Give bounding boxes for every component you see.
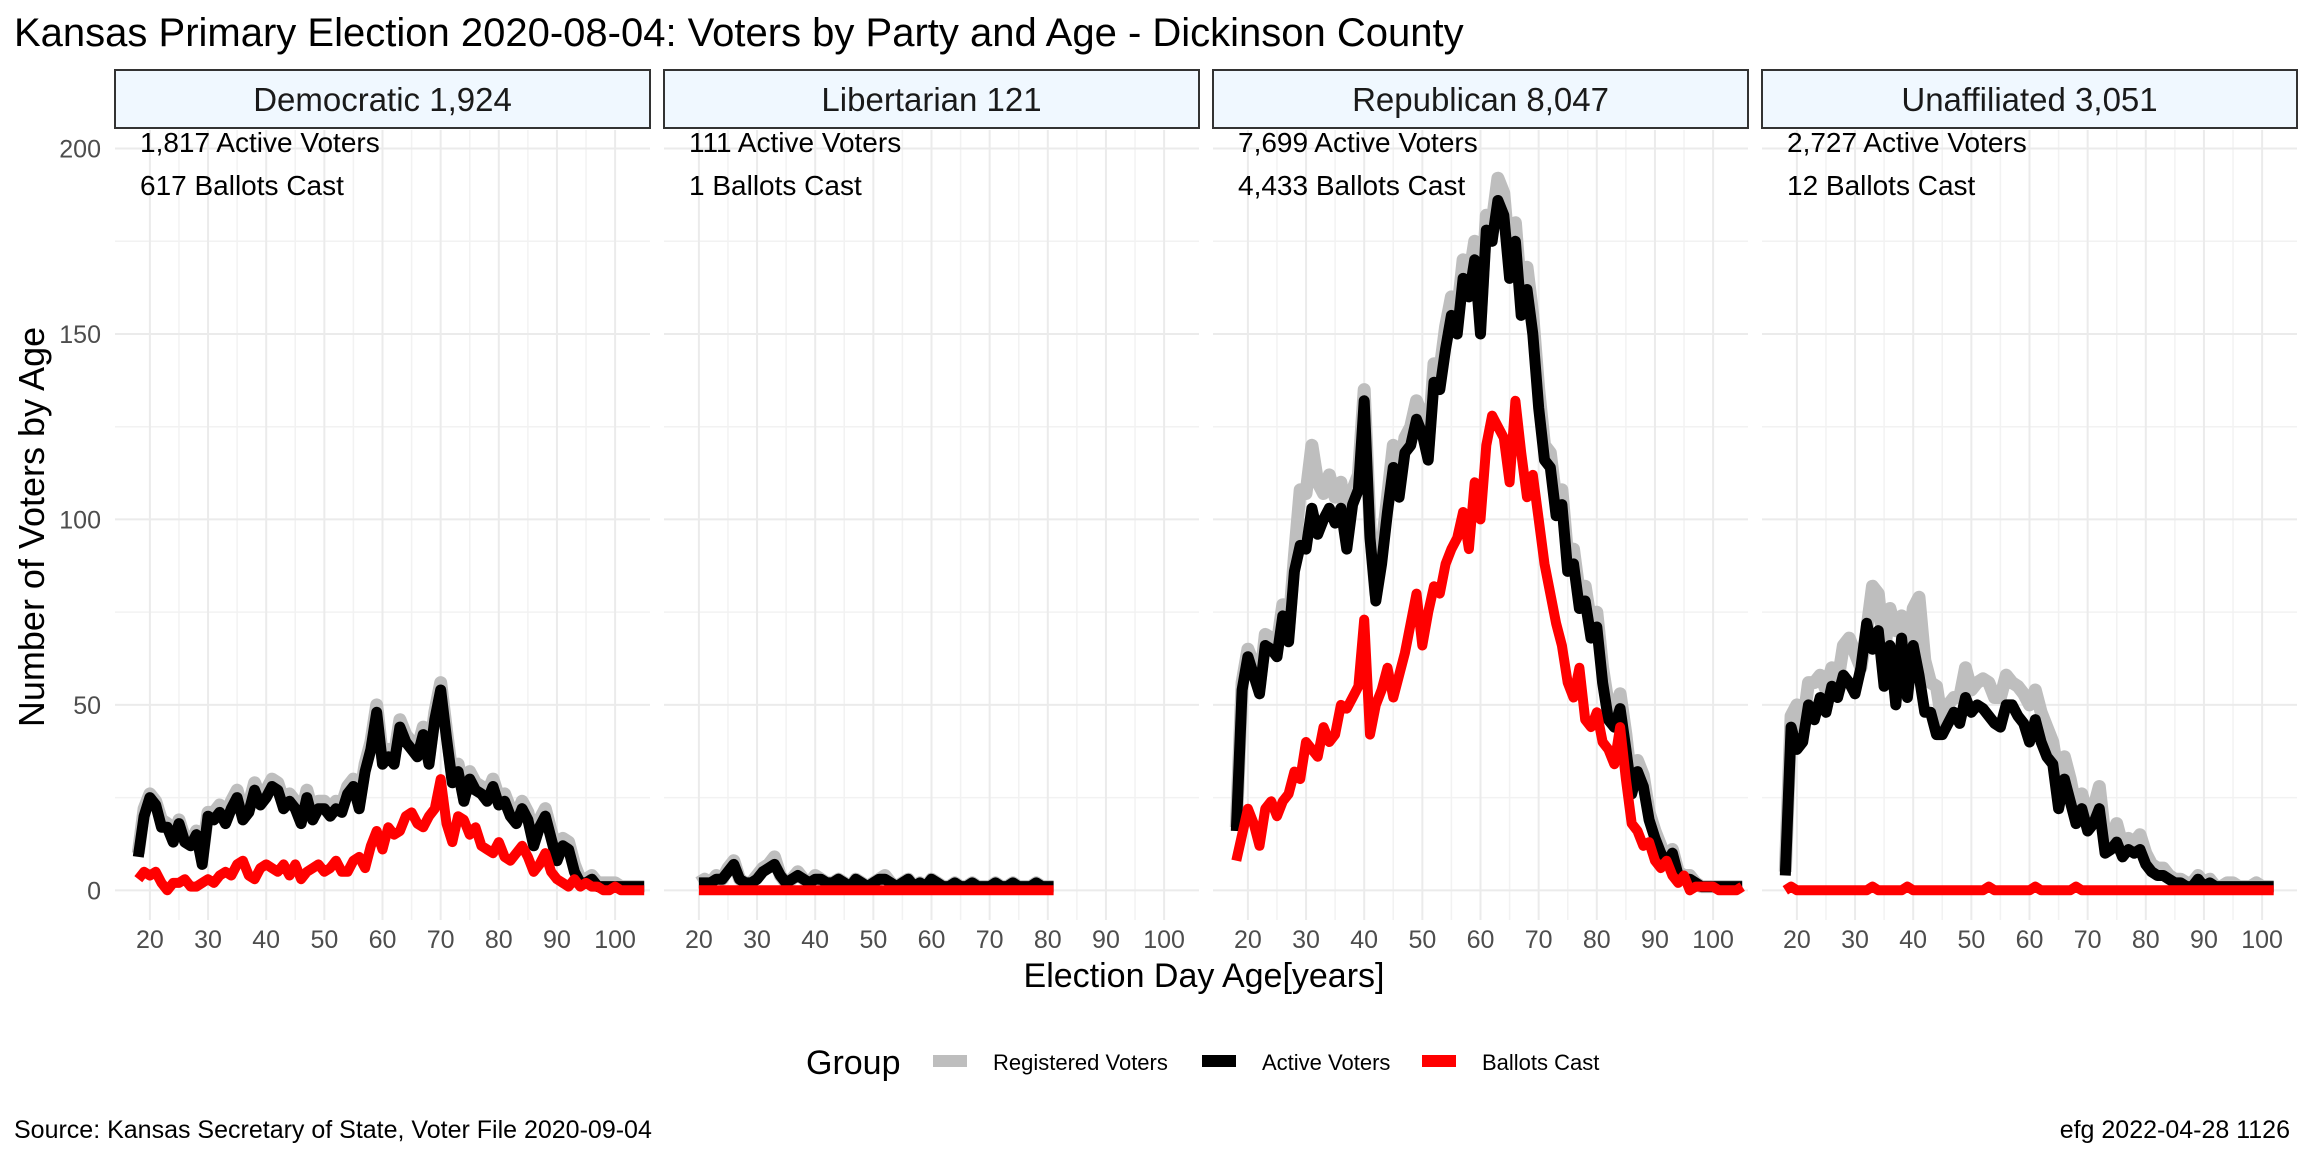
- legend-label: Ballots Cast: [1482, 1050, 1599, 1075]
- facet-strip-label: Democratic 1,924: [253, 81, 512, 118]
- facet-panel: Unaffiliated 3,051 20 30 40 50 60 70 80 90 100 2,7…: [1761, 69, 2298, 954]
- x-tick-label: 90: [1641, 926, 1669, 954]
- x-tick-label: 80: [1583, 926, 1611, 954]
- facet-strip-label: Libertarian 121: [821, 81, 1041, 118]
- x-tick-label: 20: [1234, 926, 1262, 954]
- facet-annotation: 1,817 Active Voters: [140, 127, 380, 158]
- chart-title: Kansas Primary Election 2020-08-04: Vote…: [14, 11, 1464, 55]
- series-line-ballots-cast: [134, 774, 645, 896]
- legend-label: Active Voters: [1262, 1050, 1390, 1075]
- x-tick-label: 30: [743, 926, 771, 954]
- facet-strip: [114, 69, 651, 129]
- x-tick-label: 80: [2132, 926, 2160, 954]
- x-tick-label: 90: [1092, 926, 1120, 954]
- legend-title: Group: [806, 1044, 901, 1082]
- x-tick-label: 50: [1408, 926, 1436, 954]
- facet-annotation: 12 Ballots Cast: [1787, 170, 1976, 201]
- x-tick-label: 100: [1143, 926, 1185, 954]
- facet-annotation: 617 Ballots Cast: [140, 170, 344, 201]
- x-tick-label: 70: [1525, 926, 1553, 954]
- facet-annotation: 4,433 Ballots Cast: [1238, 170, 1465, 201]
- y-axis-label: Number of Voters by Age: [11, 327, 52, 727]
- author-caption: efg 2022-04-28 1126: [2060, 1116, 2290, 1144]
- facet-annotation: 111 Active Voters: [689, 127, 901, 158]
- x-tick-label: 20: [1783, 926, 1811, 954]
- x-tick-label: 50: [859, 926, 887, 954]
- facet-strip-label: Unaffiliated 3,051: [1901, 81, 2157, 118]
- y-tick-label: 150: [59, 321, 101, 349]
- series-line-active-voters: [132, 684, 645, 893]
- source-caption: Source: Kansas Secretary of State, Voter…: [14, 1116, 652, 1144]
- x-tick-label: 20: [136, 926, 164, 954]
- y-tick-label: 50: [73, 692, 101, 720]
- facet-annotation: 2,727 Active Voters: [1787, 127, 2027, 158]
- x-tick-label: 50: [310, 926, 338, 954]
- series-line-active-voters: [1230, 195, 1743, 893]
- series-line-ballots-cast: [1231, 395, 1745, 896]
- x-tick-label: 90: [2190, 926, 2218, 954]
- x-tick-label: 50: [1957, 926, 1985, 954]
- x-tick-label: 100: [594, 926, 636, 954]
- x-tick-label: 60: [2016, 926, 2044, 954]
- x-tick-label: 60: [369, 926, 397, 954]
- x-axis-label: Election Day Age[years]: [1024, 957, 1385, 995]
- x-tick-label: 100: [1692, 926, 1734, 954]
- facet-panel: Democratic 1,924 20 30 40 50 60 70 80 90 100 0 50 10…: [59, 69, 651, 954]
- facet-annotation: 1 Ballots Cast: [689, 170, 862, 201]
- x-tick-label: 40: [252, 926, 280, 954]
- x-tick-label: 60: [918, 926, 946, 954]
- legend-label: Registered Voters: [993, 1050, 1168, 1075]
- x-tick-label: 100: [2241, 926, 2283, 954]
- facet-panel: Republican 8,047 20 30 40 50 60 70 80 90 100 7,699…: [1212, 69, 1749, 954]
- facet-panel: Libertarian 121 20 30 40 50 60 70 80 90 100 111 Ac…: [663, 69, 1200, 954]
- legend: Group Registered Voters Active Voters Ballo…: [806, 1044, 1599, 1082]
- x-tick-label: 20: [685, 926, 713, 954]
- x-tick-label: 70: [2074, 926, 2102, 954]
- x-tick-label: 80: [1034, 926, 1062, 954]
- facet-strip: [1212, 69, 1749, 129]
- series-line-ballots-cast: [1782, 881, 2274, 896]
- x-tick-label: 40: [801, 926, 829, 954]
- y-tick-label: 100: [59, 506, 101, 534]
- facet-annotation: 7,699 Active Voters: [1238, 127, 1478, 158]
- facet-panels: Democratic 1,924 20 30 40 50 60 70 80 90 100 0 50 10…: [59, 69, 2298, 954]
- facet-strip-label: Republican 8,047: [1352, 81, 1609, 118]
- x-tick-label: 90: [543, 926, 571, 954]
- x-tick-label: 70: [427, 926, 455, 954]
- x-tick-label: 40: [1899, 926, 1927, 954]
- y-tick-label: 0: [87, 877, 101, 905]
- facet-strip: [1761, 69, 2298, 129]
- x-tick-label: 30: [1292, 926, 1320, 954]
- x-tick-label: 30: [194, 926, 222, 954]
- x-tick-label: 60: [1467, 926, 1495, 954]
- x-tick-label: 80: [485, 926, 513, 954]
- facet-strip: [663, 69, 1200, 129]
- x-tick-label: 70: [976, 926, 1004, 954]
- x-tick-label: 40: [1350, 926, 1378, 954]
- series-line-active-voters: [698, 858, 1054, 893]
- x-tick-label: 30: [1841, 926, 1869, 954]
- y-tick-label: 200: [59, 136, 101, 164]
